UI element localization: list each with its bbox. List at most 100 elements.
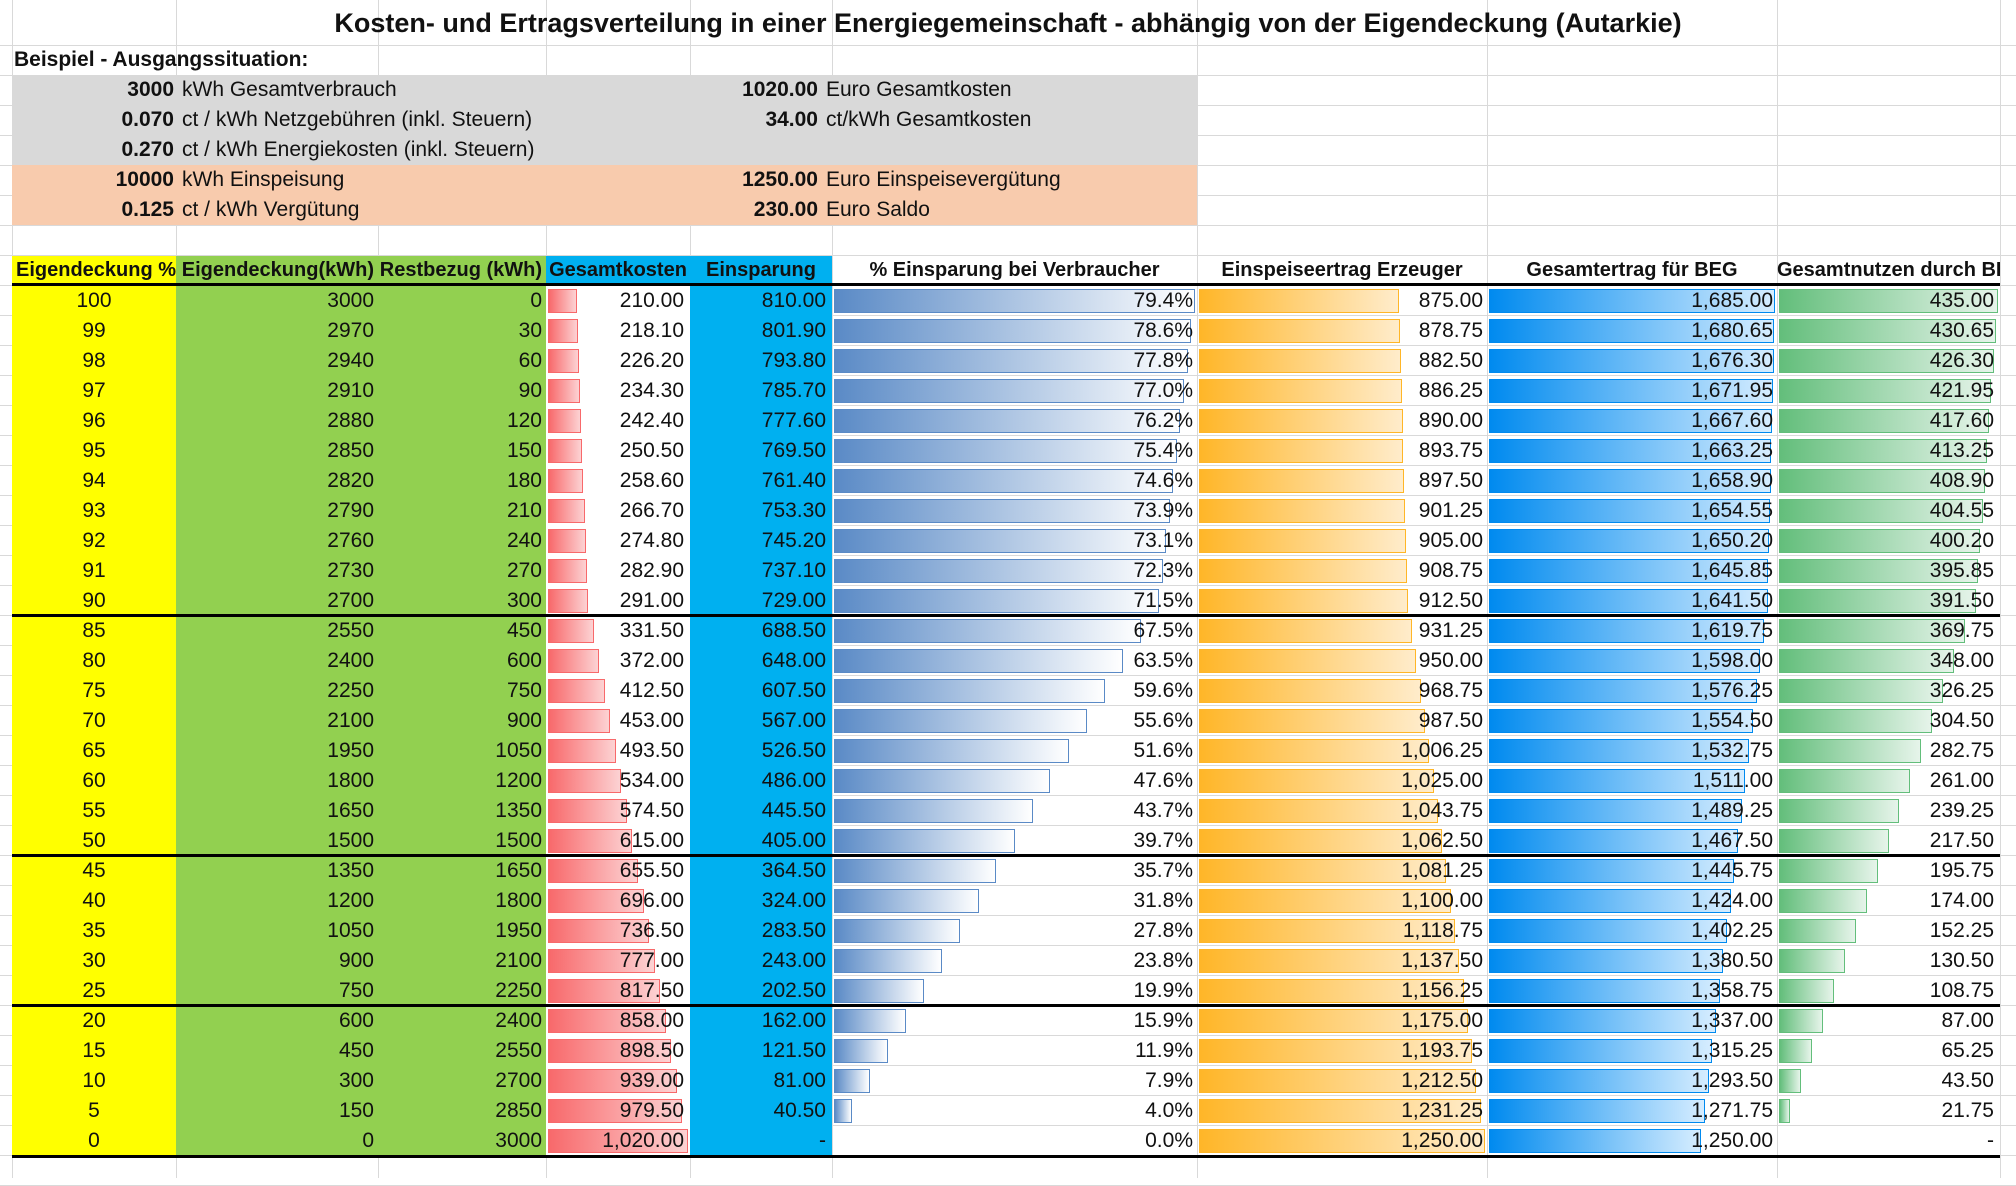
einspeiseertrag-bar [1199,529,1406,553]
table-cell: 908.75 [1418,559,1483,582]
table-cell: 55 [82,799,106,822]
einsparung-pct-bar [834,619,1141,643]
gesamtkosten-bar [548,739,616,763]
table-cell: 174.00 [1929,889,1994,912]
einspeiseertrag-bar [1199,439,1403,463]
table-cell: 607.50 [761,679,826,702]
gesamtertrag-bar [1489,409,1772,433]
gesamtnutzen-bar [1779,769,1910,793]
table-cell: 180 [506,469,542,492]
table-cell: 1,645.85 [1691,559,1773,582]
table-cell: 60 [518,349,542,372]
einsparung-pct-bar [834,469,1173,493]
table-cell: 63.5% [1133,649,1193,672]
table-cell: 85 [82,619,106,642]
table-cell: 1950 [495,919,542,942]
table-cell: 50 [82,829,106,852]
gesamtkosten-bar [548,829,632,853]
info-label: Euro Saldo [826,198,930,221]
einspeiseertrag-bar [1199,739,1429,763]
table-cell: 2820 [327,469,374,492]
table-cell: 10 [82,1069,106,1092]
table-cell: 1,676.30 [1691,349,1773,372]
info-band-costs [12,75,1197,165]
table-cell: 745.20 [761,529,826,552]
einsparung-pct-bar [834,769,1050,793]
column-header: Einspeiseertrag Erzeuger [1221,259,1463,281]
einspeiseertrag-bar [1199,559,1407,583]
einsparung-pct-bar [834,589,1159,613]
table-cell: 304.50 [1929,709,1994,732]
table-cell: 615.00 [619,829,684,852]
table-cell: 979.50 [619,1099,684,1122]
einsparung-pct-bar [834,439,1177,463]
gesamtnutzen-bar [1779,649,1954,673]
gesamtnutzen-bar [1779,1099,1790,1123]
table-cell: 43.7% [1133,799,1193,822]
table-cell: 2970 [327,319,374,342]
gesamtkosten-bar [548,919,649,943]
table-cell: 282.90 [619,559,684,582]
table-cell: 2700 [327,589,374,612]
gesamtertrag-bar [1489,919,1727,943]
einsparung-pct-bar [834,319,1191,343]
gesamtkosten-bar [548,529,586,553]
table-cell: 326.25 [1929,679,1994,702]
table-cell: 600 [338,1009,374,1032]
table-cell: 1500 [495,829,542,852]
table-cell: 51.6% [1133,739,1193,762]
table-cell: 15.9% [1133,1009,1193,1032]
table-cell: 2880 [327,409,374,432]
table-cell: 65.25 [1941,1039,1994,1062]
table-cell: 1,025.00 [1401,769,1483,792]
table-cell: 274.80 [619,529,684,552]
gesamtkosten-bar [548,1099,682,1123]
table-cell: 901.25 [1418,499,1483,522]
gesamtertrag-bar [1489,979,1720,1003]
einspeiseertrag-bar [1199,829,1442,853]
info-label: ct / kWh Vergütung [182,198,360,221]
gesamtertrag-bar [1489,769,1745,793]
table-cell: 94 [82,469,106,492]
table-cell: 1,641.50 [1691,589,1773,612]
table-cell: 1,250.00 [1401,1129,1483,1152]
table-cell: 1950 [327,739,374,762]
table-cell: 761.40 [761,469,826,492]
info-label: ct / kWh Energiekosten (inkl. Steuern) [182,138,535,161]
table-cell: 810.00 [761,289,826,312]
table-cell: 0 [362,1129,374,1152]
table-cell: 648.00 [761,649,826,672]
gesamtertrag-bar [1489,709,1753,733]
info-value: 3000 [127,78,174,101]
einsparung-pct-bar [834,1009,906,1033]
table-cell: 0.0% [1145,1129,1193,1152]
table-cell: 300 [338,1069,374,1092]
table-cell: 1,006.25 [1401,739,1483,762]
table-cell: 96 [82,409,106,432]
table-cell: 2850 [495,1099,542,1122]
gridline-horizontal [0,45,2016,46]
gesamtnutzen-bar [1779,469,1985,493]
column-header: Gesamtkosten [549,259,687,281]
einsparung-pct-bar [834,379,1184,403]
table-cell: 152.25 [1929,919,1994,942]
table-cell: 777.60 [761,409,826,432]
einsparung-pct-bar [834,1099,852,1123]
table-cell: - [1987,1129,1994,1152]
gesamtkosten-bar [548,1129,688,1153]
table-cell: 750 [506,679,542,702]
table-cell: 1650 [495,859,542,882]
einsparung-pct-bar [834,979,924,1003]
table-cell: 65 [82,739,106,762]
gesamtertrag-bar [1489,739,1749,763]
einspeiseertrag-bar [1199,889,1451,913]
einspeiseertrag-bar [1199,859,1446,883]
table-cell: 858.00 [619,1009,684,1032]
table-cell: 226.20 [619,349,684,372]
table-cell: 331.50 [619,619,684,642]
table-cell: 1,081.25 [1401,859,1483,882]
table-cell: 43.50 [1941,1069,1994,1092]
table-cell: 78.6% [1133,319,1193,342]
info-value: 34.00 [765,108,818,131]
